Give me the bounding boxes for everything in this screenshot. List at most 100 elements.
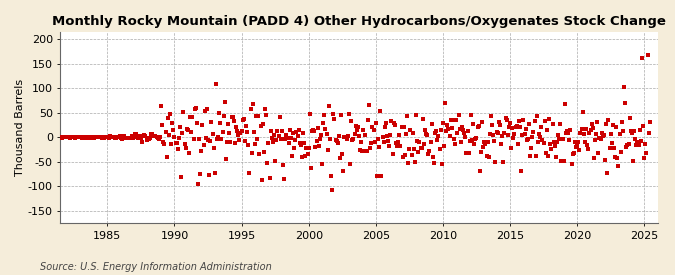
Point <box>88 135 99 140</box>
Point <box>452 131 463 135</box>
Point <box>514 124 525 129</box>
Point <box>591 131 601 136</box>
Point <box>415 145 426 150</box>
Point <box>163 133 174 138</box>
Point <box>284 141 294 145</box>
Point <box>109 135 119 140</box>
Point <box>577 110 588 115</box>
Point <box>576 127 587 132</box>
Point <box>103 136 114 140</box>
Point <box>489 138 500 143</box>
Point <box>429 161 439 165</box>
Point <box>301 146 312 150</box>
Point <box>288 131 298 136</box>
Point <box>76 136 87 140</box>
Point <box>481 154 492 158</box>
Point <box>262 161 273 165</box>
Point <box>439 144 450 149</box>
Point <box>284 128 295 133</box>
Point <box>296 155 307 160</box>
Point <box>418 142 429 146</box>
Point <box>224 131 235 135</box>
Point <box>626 131 637 136</box>
Point <box>468 122 479 127</box>
Point <box>136 136 146 140</box>
Point <box>596 131 607 135</box>
Point <box>81 135 92 140</box>
Point <box>274 114 285 119</box>
Point <box>547 122 558 126</box>
Point <box>355 148 366 153</box>
Point <box>570 140 580 144</box>
Point <box>92 135 103 140</box>
Point <box>124 135 135 140</box>
Point <box>589 156 599 161</box>
Point <box>223 122 234 127</box>
Point <box>473 124 484 128</box>
Point <box>317 162 327 166</box>
Point <box>246 151 257 155</box>
Point <box>362 118 373 122</box>
Point <box>177 131 188 136</box>
Point <box>247 101 258 106</box>
Point <box>146 131 157 136</box>
Point <box>194 136 205 141</box>
Point <box>360 148 371 153</box>
Point <box>545 142 556 147</box>
Point <box>491 129 502 134</box>
Point <box>316 133 327 137</box>
Point <box>318 121 329 125</box>
Point <box>463 151 474 156</box>
Point <box>330 138 341 143</box>
Point <box>279 177 290 181</box>
Point <box>392 144 402 148</box>
Point <box>313 144 324 148</box>
Point <box>163 116 173 120</box>
Point <box>166 141 177 146</box>
Point <box>456 140 466 145</box>
Point <box>207 131 218 136</box>
Point <box>637 56 647 60</box>
Point <box>221 157 232 161</box>
Point <box>517 133 528 137</box>
Point <box>424 149 435 154</box>
Point <box>557 137 568 141</box>
Point <box>633 143 644 147</box>
Point <box>200 135 211 140</box>
Point <box>311 138 322 143</box>
Point <box>68 135 78 139</box>
Point <box>497 133 508 138</box>
Point <box>289 146 300 150</box>
Point <box>322 148 333 152</box>
Point <box>549 144 560 148</box>
Point <box>442 122 453 127</box>
Point <box>404 147 414 151</box>
Point <box>410 113 421 118</box>
Point <box>206 120 217 124</box>
Point <box>354 134 364 138</box>
Point <box>507 126 518 131</box>
Point <box>527 135 538 140</box>
Point <box>139 133 150 137</box>
Point <box>329 117 340 121</box>
Point <box>61 135 72 139</box>
Point <box>430 131 441 135</box>
Point <box>71 135 82 139</box>
Point <box>88 135 99 140</box>
Point <box>216 137 227 141</box>
Point <box>202 107 213 111</box>
Point <box>270 159 281 163</box>
Point <box>406 153 417 157</box>
Point <box>556 159 567 163</box>
Point <box>537 138 548 142</box>
Point <box>398 155 408 159</box>
Point <box>115 135 126 140</box>
Point <box>131 131 142 136</box>
Point <box>386 119 397 123</box>
Point <box>632 140 643 145</box>
Point <box>519 132 530 136</box>
Point <box>458 127 468 132</box>
Point <box>184 150 194 155</box>
Point <box>91 135 102 139</box>
Point <box>643 131 654 135</box>
